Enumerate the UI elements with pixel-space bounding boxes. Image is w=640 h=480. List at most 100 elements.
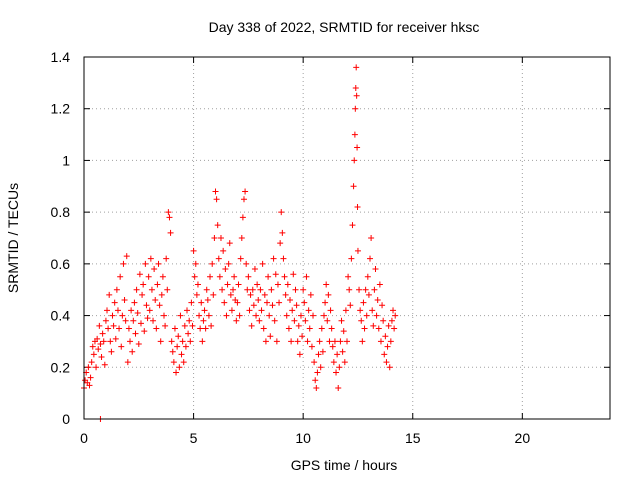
data-point xyxy=(194,281,201,288)
data-point xyxy=(336,364,343,371)
data-point xyxy=(285,325,292,332)
data-point xyxy=(370,322,377,329)
data-point xyxy=(219,286,226,293)
data-point xyxy=(109,312,116,319)
data-point xyxy=(317,364,324,371)
data-point xyxy=(177,312,184,319)
data-point xyxy=(137,320,144,327)
data-point xyxy=(382,333,389,340)
data-point xyxy=(371,286,378,293)
data-point xyxy=(132,330,139,337)
data-point xyxy=(363,312,370,319)
data-point xyxy=(345,273,352,280)
data-point xyxy=(354,203,361,210)
data-point xyxy=(238,235,245,241)
data-point xyxy=(204,297,211,304)
data-point xyxy=(129,348,136,355)
data-point xyxy=(316,338,323,345)
data-point xyxy=(387,338,394,345)
data-point xyxy=(236,312,243,319)
data-point xyxy=(300,286,307,293)
y-tick-label: 1.2 xyxy=(51,101,71,117)
data-point xyxy=(284,281,291,288)
data-point xyxy=(347,302,354,309)
data-point xyxy=(156,302,163,309)
chart-title: Day 338 of 2022, SRMTID for receiver hks… xyxy=(209,19,480,35)
data-point xyxy=(318,325,325,332)
data-point xyxy=(197,325,204,332)
data-point xyxy=(184,307,191,314)
data-point xyxy=(139,291,146,298)
data-point xyxy=(388,317,395,324)
data-point xyxy=(256,317,263,324)
data-point xyxy=(243,260,250,267)
data-point xyxy=(114,307,121,314)
data-point xyxy=(322,299,329,306)
data-point xyxy=(380,317,387,324)
data-point xyxy=(268,286,275,293)
x-axis-label: GPS time / hours xyxy=(291,457,398,473)
data-point xyxy=(353,92,360,99)
data-point xyxy=(182,343,189,350)
data-point xyxy=(310,312,317,319)
y-tick-label: 0 xyxy=(62,411,70,427)
data-point xyxy=(148,286,155,293)
data-point xyxy=(374,297,381,304)
y-tick-label: 0.8 xyxy=(51,204,71,220)
data-point xyxy=(145,273,152,280)
data-point xyxy=(324,317,331,324)
data-point xyxy=(93,364,100,371)
data-point xyxy=(130,317,137,324)
data-point xyxy=(288,338,295,345)
data-point xyxy=(299,333,306,340)
data-point xyxy=(383,359,390,366)
data-point xyxy=(141,328,148,335)
data-point xyxy=(175,333,182,340)
data-point xyxy=(143,302,150,309)
data-point xyxy=(142,260,149,267)
data-point xyxy=(100,338,107,345)
data-point xyxy=(306,325,313,332)
data-point xyxy=(379,302,386,309)
data-point xyxy=(248,322,255,329)
data-point xyxy=(192,260,199,267)
data-point xyxy=(217,235,224,241)
data-point xyxy=(331,338,338,345)
data-point xyxy=(140,281,147,288)
data-point xyxy=(367,255,374,262)
data-point xyxy=(213,196,220,203)
data-point xyxy=(304,338,311,345)
data-point xyxy=(191,273,198,280)
data-point xyxy=(242,188,249,195)
data-point xyxy=(337,338,344,345)
data-point xyxy=(193,291,200,298)
data-point xyxy=(354,144,361,151)
data-point xyxy=(381,351,388,358)
data-point xyxy=(211,235,218,241)
data-point xyxy=(151,266,158,273)
data-point xyxy=(296,351,303,358)
data-point xyxy=(361,325,368,332)
data-point xyxy=(255,297,262,304)
data-point xyxy=(282,291,289,298)
data-point xyxy=(164,286,171,293)
data-point xyxy=(307,291,314,298)
data-point xyxy=(113,286,120,293)
data-point xyxy=(96,322,103,329)
data-point xyxy=(330,359,337,366)
data-point xyxy=(346,286,353,293)
data-point xyxy=(253,312,260,319)
data-point xyxy=(167,229,174,236)
data-point xyxy=(349,222,356,229)
data-point xyxy=(104,307,111,314)
data-point xyxy=(240,196,247,203)
data-point xyxy=(86,382,93,389)
data-point xyxy=(134,309,141,316)
data-point xyxy=(359,338,366,345)
data-point xyxy=(358,317,365,324)
data-point xyxy=(339,348,346,355)
x-tick-labels: 0 5 10 15 20 xyxy=(80,430,530,446)
data-point xyxy=(341,359,348,366)
data-point xyxy=(295,322,302,329)
data-point xyxy=(314,369,321,376)
